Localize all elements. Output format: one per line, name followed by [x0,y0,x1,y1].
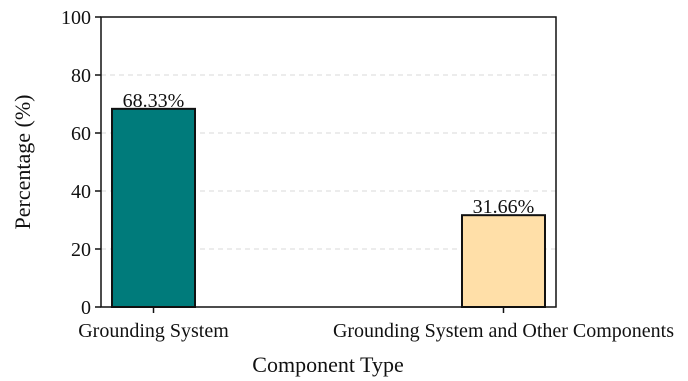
bar [460,214,546,309]
y-tick-label: 100 [61,7,91,29]
data-labels: 68.33% 31.66% [123,90,535,218]
x-axis-title: Component Type [252,352,403,377]
data-label: 31.66% [473,196,535,218]
axis-ticks: 0 20 40 60 80 100 Grounding System Grounding Sy… [61,7,674,342]
y-tick-label: 60 [71,123,91,145]
plot-frame [100,16,557,308]
y-tick-label: 0 [81,297,91,319]
y-tick-label: 40 [71,181,91,203]
y-tick-label: 80 [71,65,91,87]
y-tick-label: 20 [71,239,91,261]
y-axis-title: Percentage (%) [10,95,35,230]
x-tick-label: Grounding System and Other Components [333,320,674,342]
x-tick-label: Grounding System [78,320,229,342]
bar [111,107,197,308]
data-label: 68.33% [123,90,185,112]
